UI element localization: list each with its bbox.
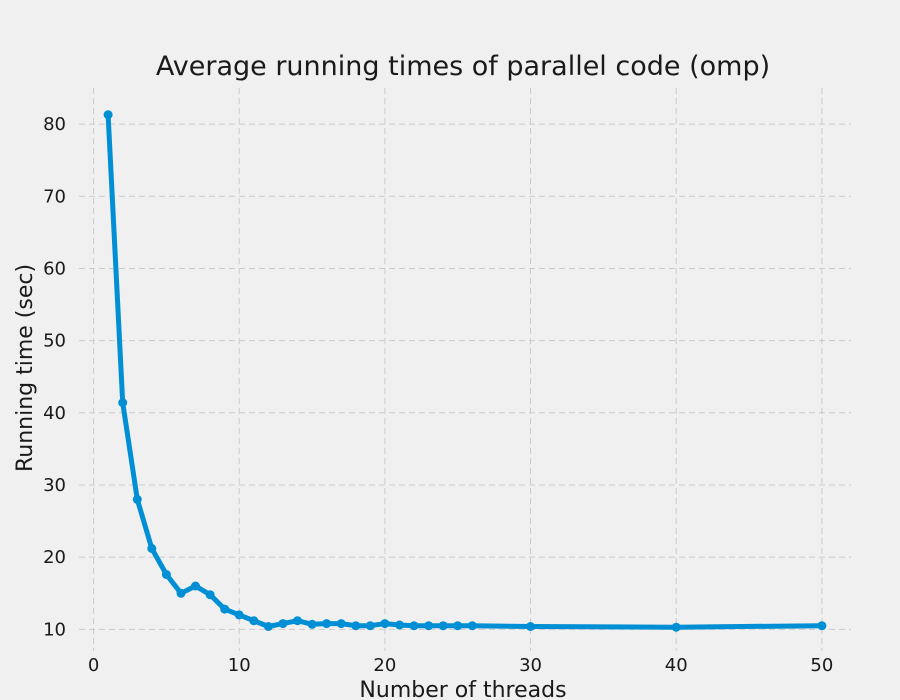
y-axis-ticks: 10 20 30 40 50 60 70 80 xyxy=(43,114,66,640)
data-point xyxy=(263,622,273,631)
data-point xyxy=(249,616,259,626)
y-tick-label: 20 xyxy=(43,547,66,568)
data-point xyxy=(395,620,404,630)
data-point xyxy=(147,544,157,553)
y-tick-label: 40 xyxy=(43,403,66,424)
chart-title: Average running times of parallel code (… xyxy=(156,51,770,82)
data-point xyxy=(817,621,827,631)
data-point xyxy=(336,619,346,629)
data-point xyxy=(671,622,681,632)
grid xyxy=(79,88,851,651)
data-point xyxy=(438,621,448,631)
data-point xyxy=(234,610,244,620)
data-point xyxy=(176,588,186,598)
data-point xyxy=(365,621,375,631)
data-point xyxy=(526,622,535,631)
data-point xyxy=(205,590,215,600)
data-point xyxy=(322,619,332,629)
y-tick-label: 50 xyxy=(43,331,66,352)
data-point xyxy=(409,621,419,631)
data-point xyxy=(351,621,361,631)
x-tick-label: 20 xyxy=(373,655,396,676)
data-point xyxy=(132,494,142,504)
x-tick-label: 50 xyxy=(810,655,833,676)
x-tick-label: 10 xyxy=(228,655,251,676)
data-point xyxy=(467,621,477,631)
data-point xyxy=(220,604,230,614)
data-point xyxy=(293,616,302,626)
y-tick-label: 70 xyxy=(43,186,66,207)
data-point xyxy=(191,581,200,591)
data-point xyxy=(424,621,434,631)
y-tick-label: 60 xyxy=(43,258,66,279)
y-tick-label: 80 xyxy=(43,114,66,135)
y-tick-label: 30 xyxy=(43,475,66,496)
x-tick-label: 0 xyxy=(88,655,99,676)
series-line xyxy=(105,112,825,630)
y-axis-title: Running time (sec) xyxy=(13,264,38,472)
x-axis-title: Number of threads xyxy=(359,678,566,700)
data-point xyxy=(161,570,171,579)
data-point xyxy=(118,398,128,408)
x-tick-label: 40 xyxy=(665,655,688,676)
y-tick-label: 10 xyxy=(43,619,66,640)
data-point xyxy=(278,619,288,629)
x-axis-ticks: 0 10 20 30 40 50 xyxy=(88,655,833,676)
data-point xyxy=(103,110,113,120)
series-layer xyxy=(103,110,827,632)
data-point xyxy=(307,619,317,629)
x-tick-label: 30 xyxy=(519,655,542,676)
data-point xyxy=(380,619,390,629)
data-point xyxy=(453,621,463,631)
